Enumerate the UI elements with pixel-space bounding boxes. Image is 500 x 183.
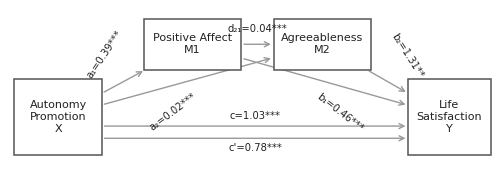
Text: Positive Affect
M1: Positive Affect M1 xyxy=(153,33,232,55)
Text: d₂₁=0.04***: d₂₁=0.04*** xyxy=(228,24,288,34)
Text: b₁=0.46***: b₁=0.46*** xyxy=(314,92,365,134)
Text: c=1.03***: c=1.03*** xyxy=(230,111,280,121)
Text: a₁=0.39***: a₁=0.39*** xyxy=(85,28,124,80)
FancyBboxPatch shape xyxy=(408,79,490,155)
Text: Agreeableness
M2: Agreeableness M2 xyxy=(281,33,363,55)
FancyBboxPatch shape xyxy=(144,19,242,70)
Text: Life
Satisfaction
Y: Life Satisfaction Y xyxy=(416,100,482,134)
FancyBboxPatch shape xyxy=(14,79,102,155)
Text: c'=0.78***: c'=0.78*** xyxy=(228,143,282,153)
FancyBboxPatch shape xyxy=(274,19,371,70)
Text: a₂=0.02***: a₂=0.02*** xyxy=(148,91,198,133)
Text: Autonomy
Promotion
X: Autonomy Promotion X xyxy=(30,100,86,134)
Text: b₂=1.31**: b₂=1.31** xyxy=(390,31,426,80)
